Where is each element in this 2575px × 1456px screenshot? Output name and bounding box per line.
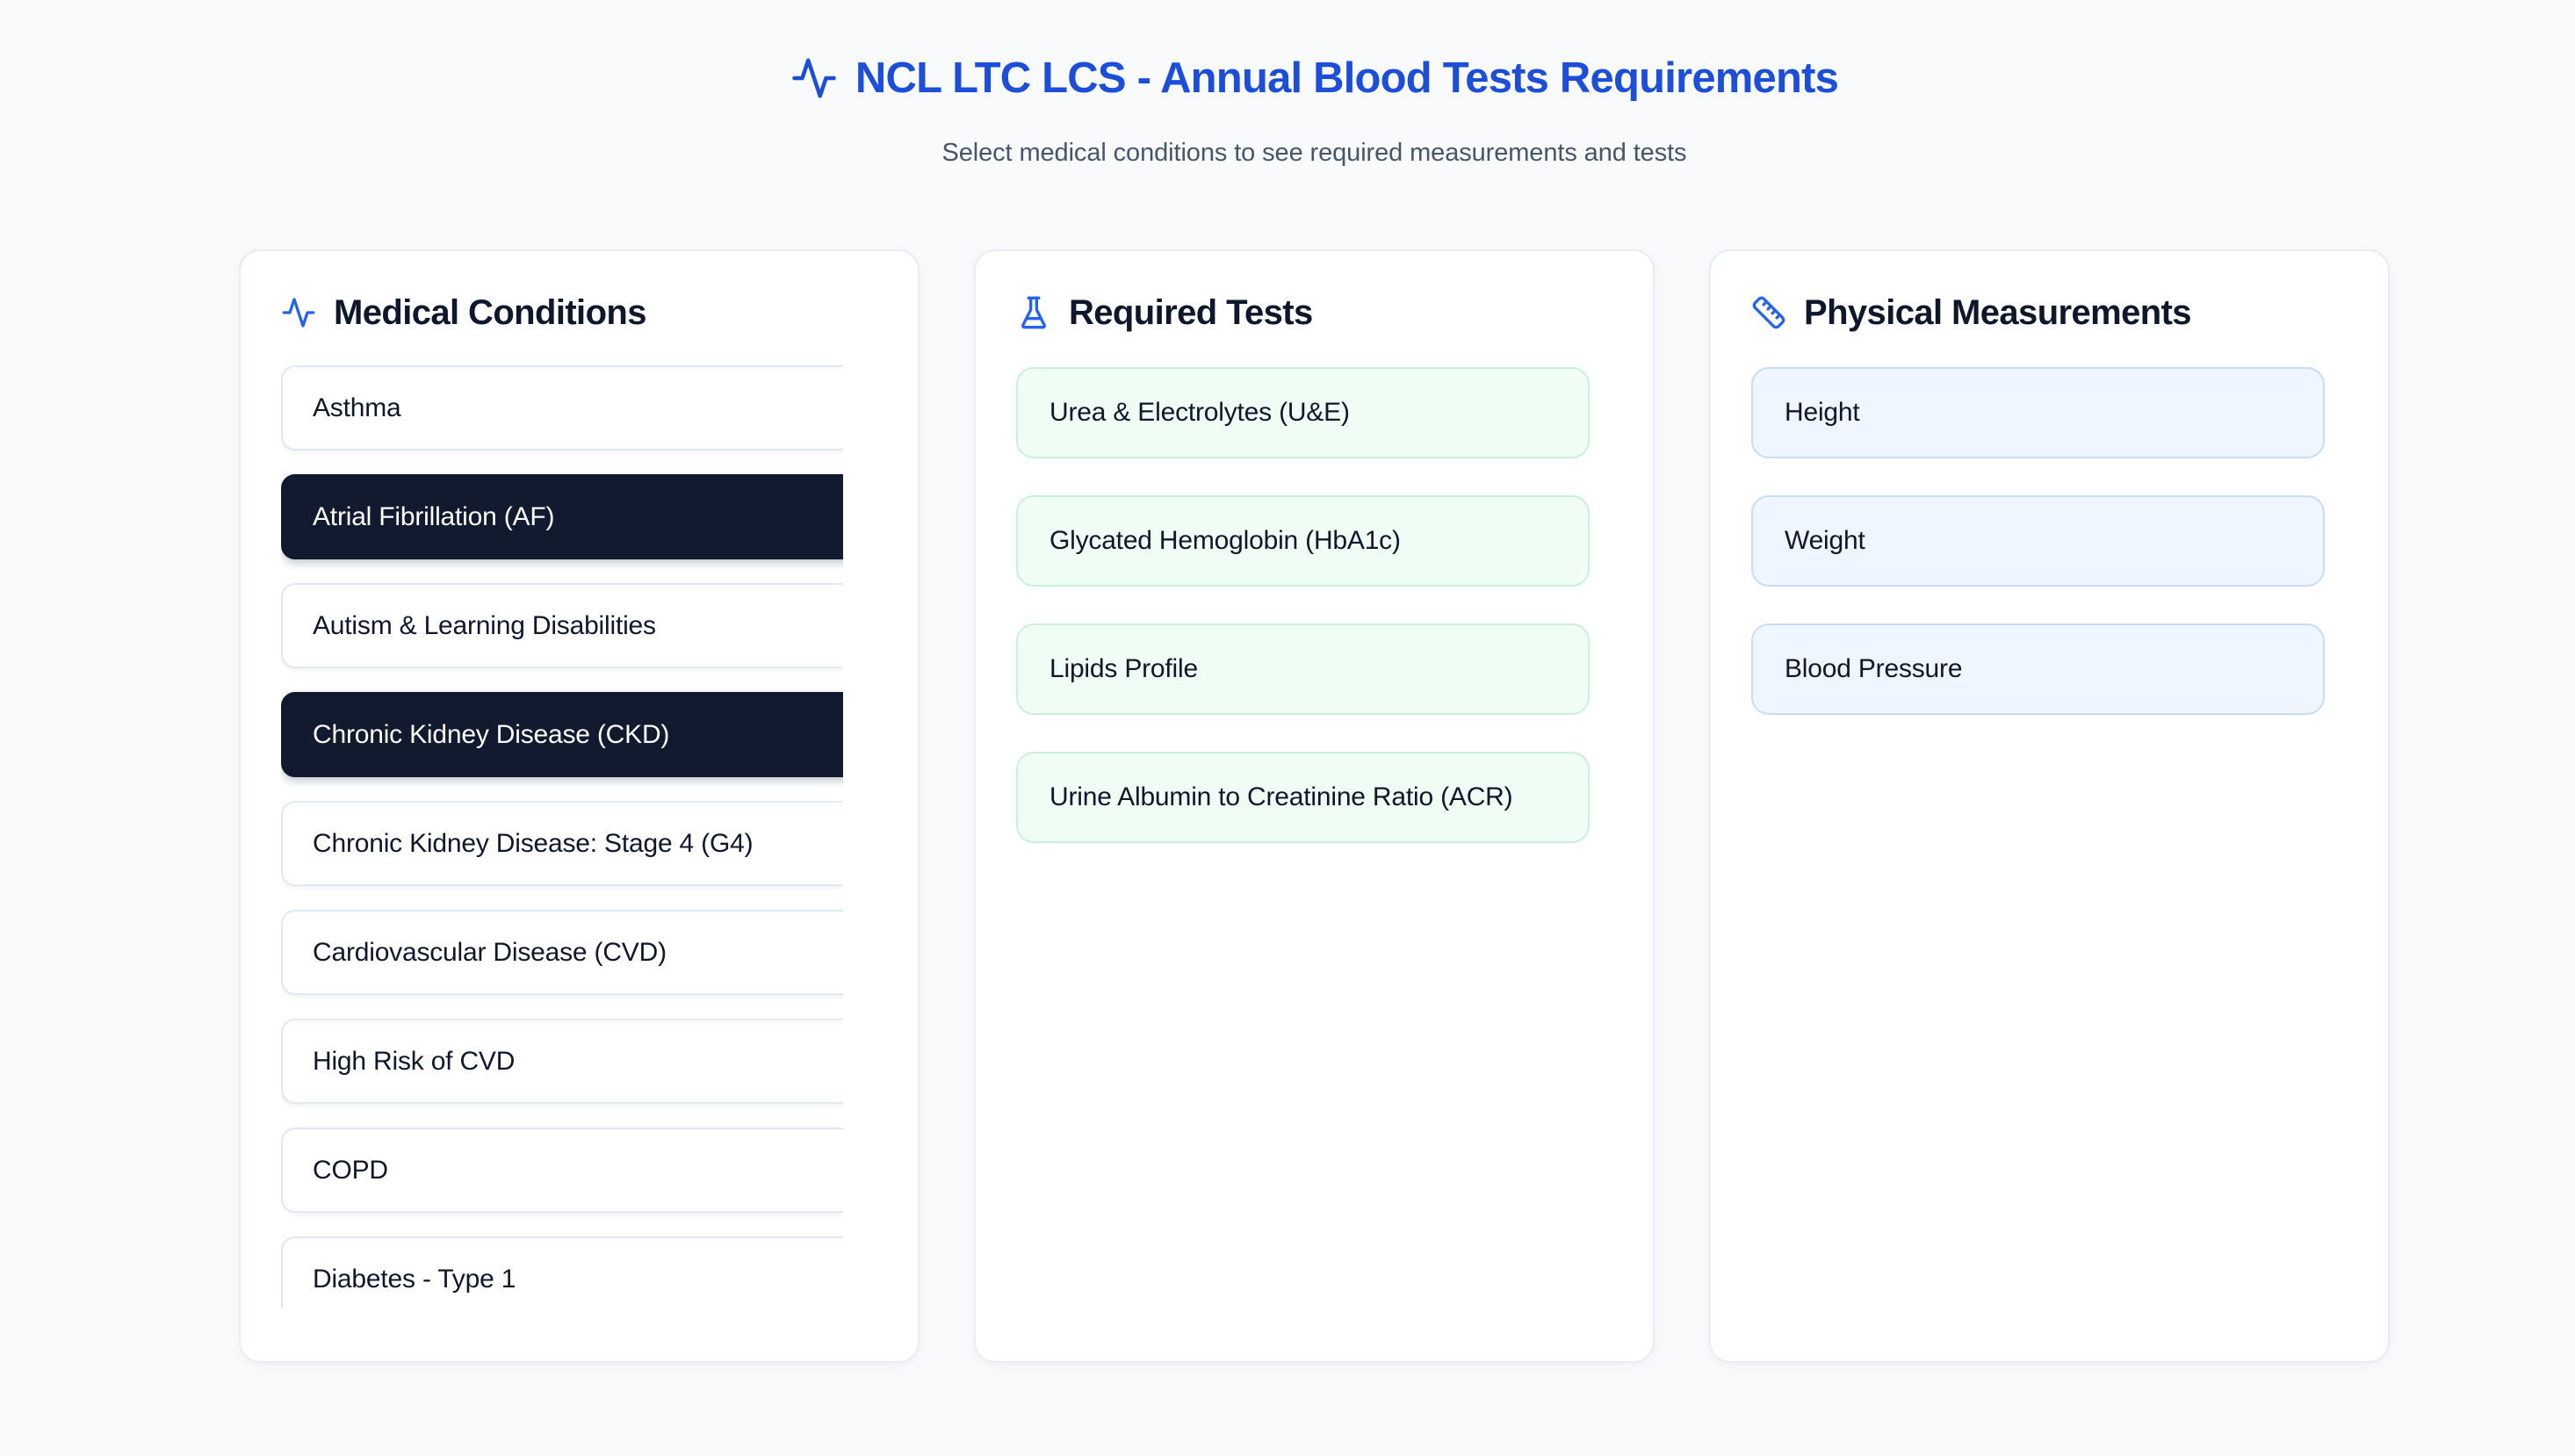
- measurements-list: Height Weight Blood Pressure: [1751, 367, 2348, 715]
- measurement-item: Blood Pressure: [1751, 623, 2325, 715]
- test-item: Urine Albumin to Creatinine Ratio (ACR): [1016, 752, 1590, 843]
- condition-item[interactable]: Autism & Learning Disabilities: [281, 583, 843, 668]
- measurement-label: Height: [1785, 398, 1860, 427]
- condition-label: Atrial Fibrillation (AF): [313, 501, 555, 531]
- condition-label: Chronic Kidney Disease: Stage 4 (G4): [313, 828, 754, 858]
- condition-item[interactable]: Diabetes - Type 1: [281, 1236, 843, 1308]
- condition-label: Chronic Kidney Disease (CKD): [313, 719, 670, 749]
- test-label: Urine Albumin to Creatinine Ratio (ACR): [1049, 782, 1513, 811]
- page-header: NCL LTC LCS - Annual Blood Tests Require…: [239, 0, 2390, 168]
- flask-icon: [1021, 296, 1046, 329]
- condition-item[interactable]: COPD: [281, 1128, 843, 1213]
- test-label: Lipids Profile: [1049, 654, 1198, 683]
- medical-conditions-panel: Medical Conditions Asthma Atrial Fibrill…: [239, 249, 920, 1363]
- condition-label: COPD: [313, 1155, 388, 1185]
- physical-measurements-panel: Physical Measurements Height Weight Bloo…: [1709, 249, 2390, 1363]
- medical-conditions-title: Medical Conditions: [334, 292, 646, 332]
- required-tests-panel: Required Tests Urea & Electrolytes (U&E)…: [974, 249, 1655, 1363]
- condition-item[interactable]: Chronic Kidney Disease: Stage 4 (G4): [281, 801, 843, 886]
- measurement-item: Height: [1751, 367, 2325, 458]
- condition-label: High Risk of CVD: [313, 1046, 516, 1076]
- condition-item[interactable]: Asthma: [281, 365, 843, 450]
- test-item: Lipids Profile: [1016, 623, 1590, 715]
- ruler-icon: [1752, 296, 1785, 329]
- main-columns: Medical Conditions Asthma Atrial Fibrill…: [239, 249, 2390, 1363]
- required-tests-heading: Required Tests: [1016, 292, 1612, 334]
- condition-item[interactable]: Cardiovascular Disease (CVD): [281, 910, 843, 995]
- page-subtitle: Select medical conditions to see require…: [941, 139, 1687, 167]
- measurement-item: Weight: [1751, 495, 2325, 587]
- test-label: Urea & Electrolytes (U&E): [1049, 398, 1350, 427]
- test-item: Glycated Hemoglobin (HbA1c): [1016, 495, 1590, 587]
- page: NCL LTC LCS - Annual Blood Tests Require…: [239, 0, 2390, 1363]
- measurement-label: Weight: [1785, 526, 1865, 555]
- condition-item[interactable]: Chronic Kidney Disease (CKD): [281, 692, 843, 777]
- condition-item[interactable]: Atrial Fibrillation (AF): [281, 474, 843, 559]
- condition-label: Diabetes - Type 1: [313, 1264, 516, 1294]
- condition-item[interactable]: High Risk of CVD: [281, 1019, 843, 1104]
- medical-conditions-heading: Medical Conditions: [281, 292, 877, 334]
- activity-icon: [282, 298, 315, 328]
- physical-measurements-heading: Physical Measurements: [1751, 292, 2348, 334]
- condition-label: Autism & Learning Disabilities: [313, 610, 656, 640]
- test-label: Glycated Hemoglobin (HbA1c): [1049, 526, 1401, 555]
- conditions-list[interactable]: Asthma Atrial Fibrillation (AF) Autism &…: [281, 365, 843, 1308]
- measurement-label: Blood Pressure: [1785, 654, 1963, 683]
- required-tests-title: Required Tests: [1069, 292, 1313, 332]
- tests-list: Urea & Electrolytes (U&E) Glycated Hemog…: [1016, 367, 1612, 843]
- condition-label: Asthma: [313, 393, 401, 422]
- condition-label: Cardiovascular Disease (CVD): [313, 937, 667, 967]
- test-item: Urea & Electrolytes (U&E): [1016, 367, 1590, 458]
- activity-icon: [792, 58, 836, 98]
- page-title: NCL LTC LCS - Annual Blood Tests Require…: [855, 54, 1839, 102]
- physical-measurements-title: Physical Measurements: [1804, 292, 2192, 332]
